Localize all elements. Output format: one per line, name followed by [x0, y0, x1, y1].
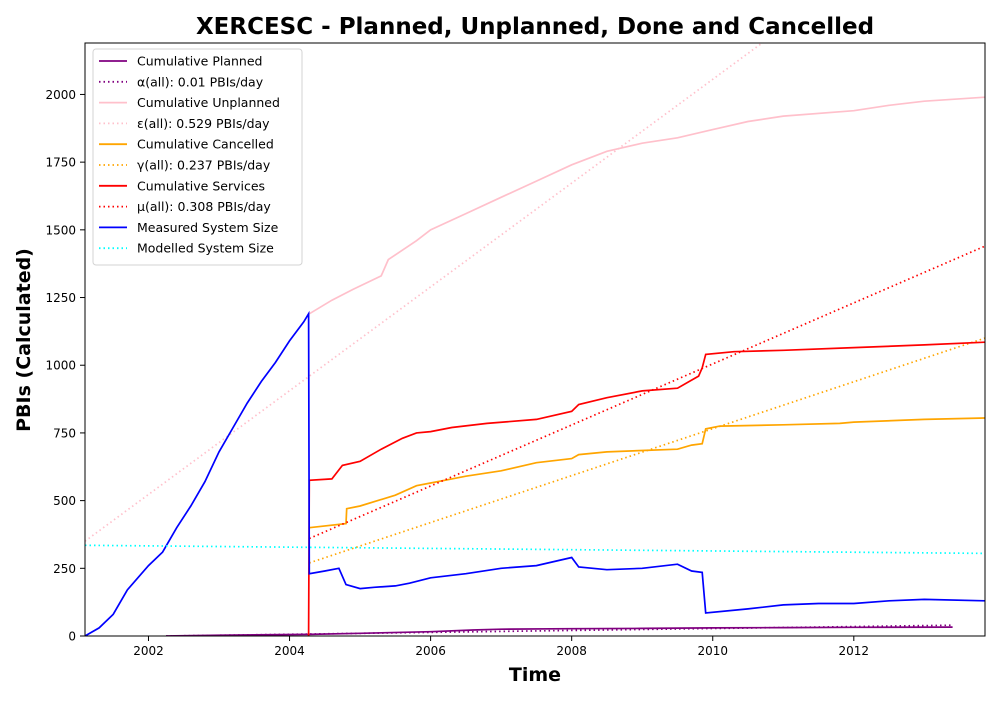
y-tick-label: 2000 — [45, 88, 76, 102]
legend-label: Cumulative Services — [137, 178, 265, 193]
series-line-cumulative-cancelled — [309, 417, 985, 529]
series-line-modelled-system-size — [85, 544, 985, 555]
series-line-all-0-529-pbis-day — [85, 43, 763, 542]
legend-label: α(all): 0.01 PBIs/day — [137, 74, 264, 89]
x-tick-label: 2012 — [839, 644, 870, 658]
y-tick-label: 1250 — [45, 291, 76, 305]
x-tick-label: 2010 — [697, 644, 728, 658]
x-tick-label: 2004 — [274, 644, 305, 658]
y-tick-label: 250 — [53, 562, 76, 576]
y-tick-label: 1500 — [45, 223, 76, 237]
legend-label: μ(all): 0.308 PBIs/day — [137, 199, 271, 214]
series-line-measured-system-size — [85, 310, 985, 636]
x-tick-label: 2006 — [415, 644, 446, 658]
legend-label: ε(all): 0.529 PBIs/day — [137, 116, 270, 131]
y-tick-label: 750 — [53, 426, 76, 440]
legend-label: γ(all): 0.237 PBIs/day — [137, 158, 271, 173]
series-line-all-0-308-pbis-day — [308, 245, 985, 540]
y-axis-ticks: 0 250 500 750 1000 1250 1500 1750 2000 — [45, 88, 85, 644]
x-tick-label: 2008 — [556, 644, 587, 658]
y-tick-label: 500 — [53, 494, 76, 508]
legend: Cumulative Planned α(all): 0.01 PBIs/day C… — [92, 48, 303, 266]
y-axis-label: PBIs (Calculated) — [13, 248, 35, 432]
y-tick-label: 0 — [68, 630, 76, 644]
series-line-all-0-01-pbis-day — [166, 624, 953, 636]
legend-label: Cumulative Planned — [137, 54, 262, 69]
legend-label: Cumulative Unplanned — [137, 95, 280, 110]
x-axis-label: Time — [509, 664, 561, 686]
x-axis-ticks: 2002 2004 2006 2008 2010 2012 — [133, 636, 869, 658]
x-tick-label: 2002 — [133, 644, 164, 658]
legend-frame — [92, 48, 303, 266]
legend-label: Cumulative Cancelled — [137, 137, 274, 152]
y-tick-label: 1750 — [45, 156, 76, 170]
chart-title: XERCESC - Planned, Unplanned, Done and C… — [196, 14, 874, 40]
legend-label: Measured System Size — [137, 220, 279, 235]
y-tick-label: 1000 — [45, 359, 76, 373]
plot-area — [85, 43, 985, 636]
series-line-cumulative-unplanned — [308, 96, 985, 315]
series-line-all-0-237-pbis-day — [309, 337, 985, 564]
plot-frame — [84, 42, 986, 637]
legend-label: Modelled System Size — [137, 241, 274, 256]
series-line-cumulative-services — [307, 341, 985, 636]
